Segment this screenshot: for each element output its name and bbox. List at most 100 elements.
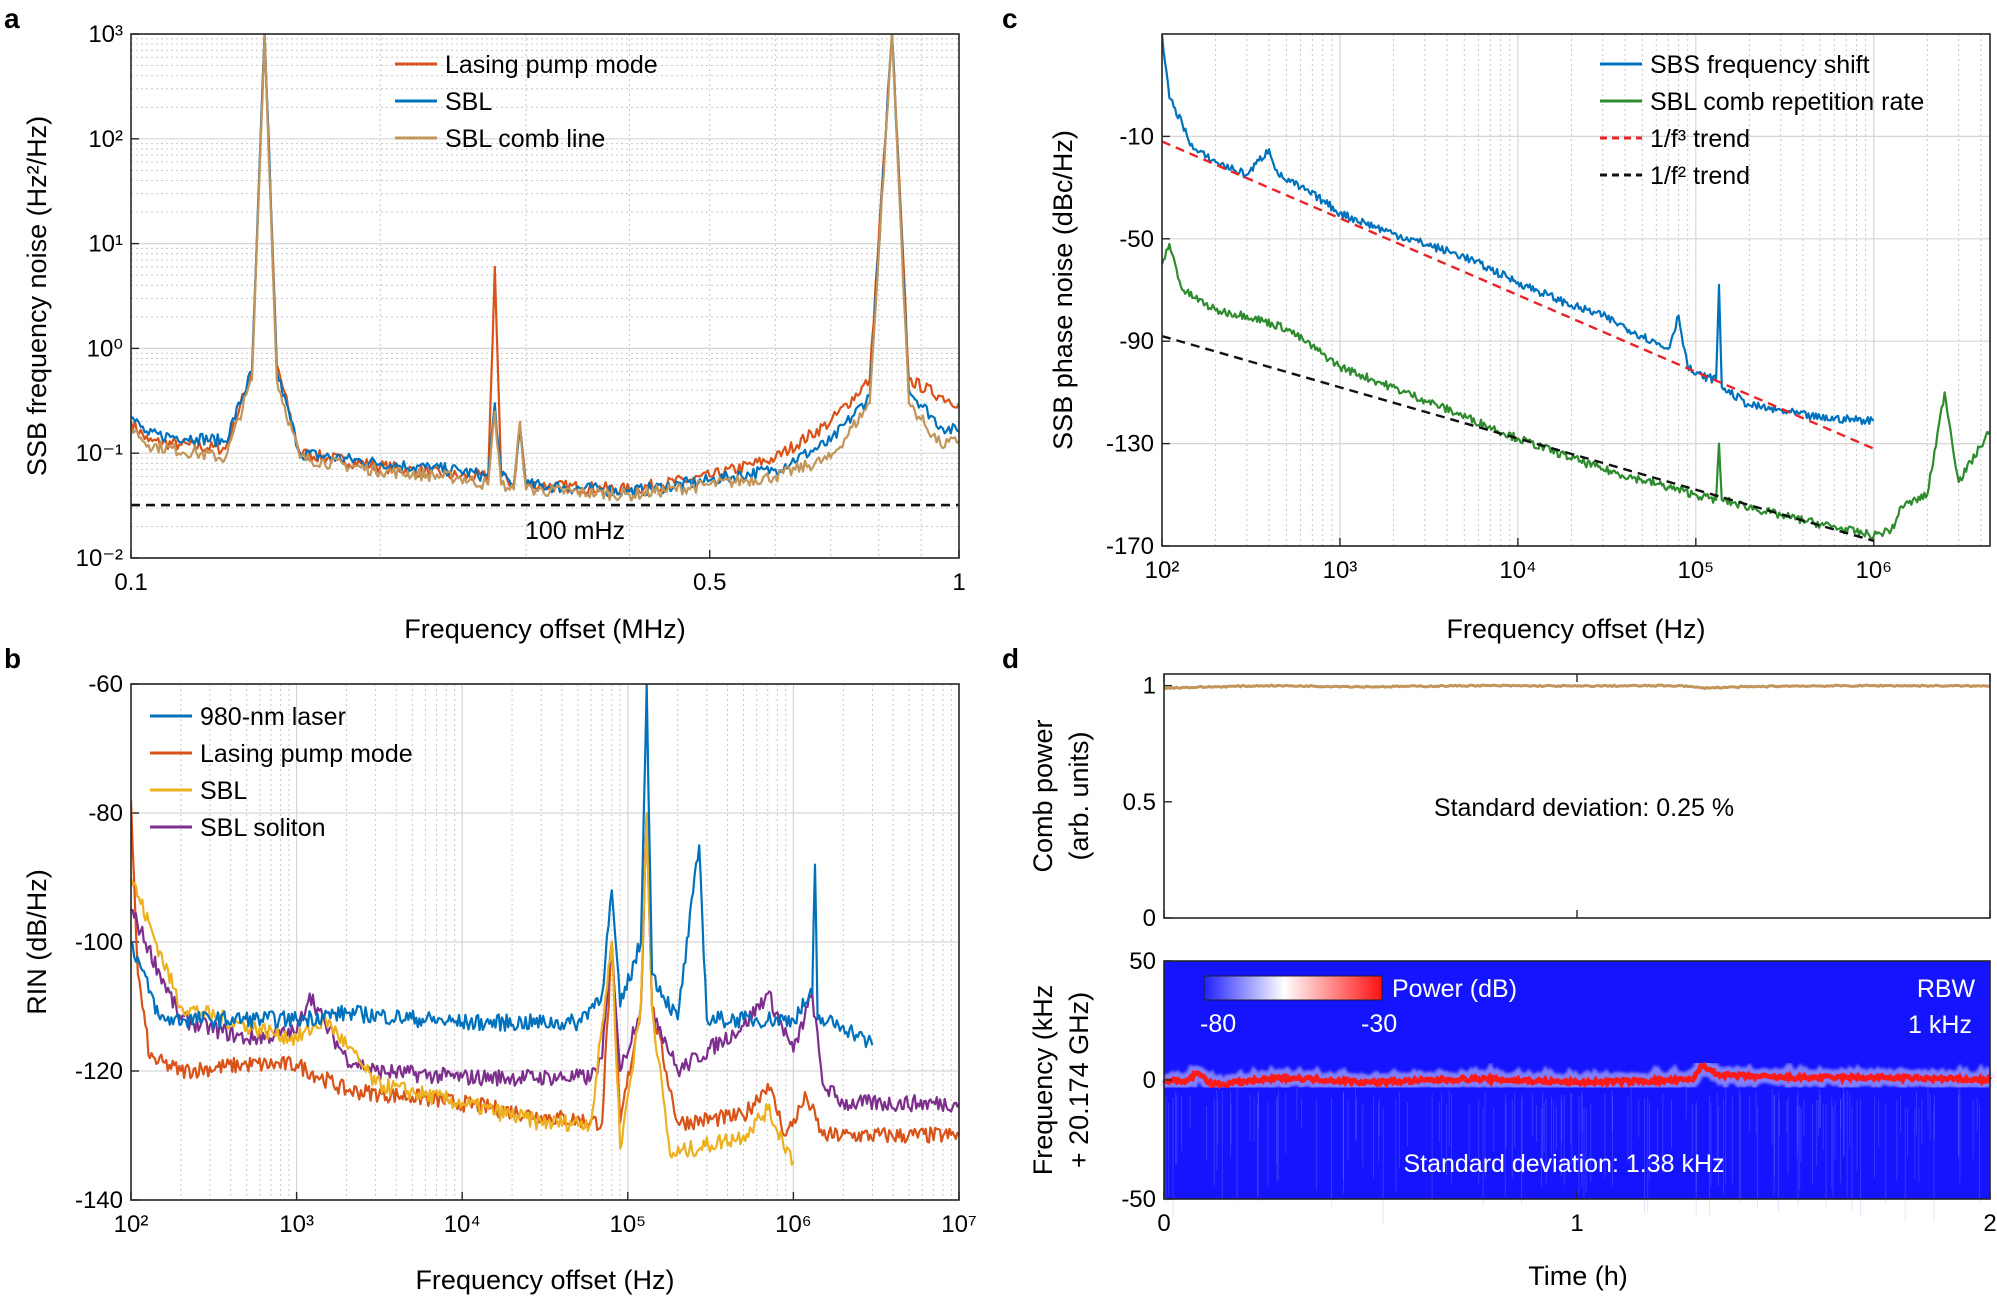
panel-b-ytick-label: -100 [75, 929, 123, 956]
spectrogram-noise [1165, 1088, 1980, 1225]
series-line [131, 34, 959, 502]
panel-b-series [131, 684, 959, 1166]
panel-b-legend-entry: SBL soliton [200, 814, 326, 842]
rbw-label: RBW [1917, 975, 1976, 1003]
panel-c-xtick-label: 10⁴ [1499, 557, 1536, 584]
series-line [1162, 242, 1990, 541]
panel-d-bottom-axes [1163, 960, 1991, 1200]
panel-label-d: d [1002, 643, 1019, 674]
panel-d-top-ytick-label: 0 [1143, 905, 1156, 932]
panel-b-axes [130, 683, 960, 1201]
panel-c-ylabel: SSB phase noise (dBc/Hz) [1048, 130, 1078, 450]
panel-c-ytick-label: -90 [1119, 328, 1154, 355]
panel-d-top-series [1164, 683, 1990, 690]
panel-a-series [131, 34, 959, 507]
panel-label-a: a [4, 3, 20, 34]
panel-c-ticks: 10² 10³ 10⁴ 10⁵ 10⁶ -10 -50 -90 -130 -170 [1106, 123, 1892, 584]
panel-a-xtick-label: 1 [952, 569, 965, 596]
panel-c-ytick-label: -10 [1119, 123, 1154, 150]
panel-a-legend: Lasing pump mode SBL SBL comb line [395, 51, 658, 153]
panel-a-chart: 0.1 0.5 1 10⁻² 10⁻¹ 10⁰ 10¹ 10² 10³ Frequency of… [22, 21, 966, 644]
colorbar-max: -30 [1361, 1010, 1397, 1038]
panel-a-annotation: 100 mHz [525, 517, 625, 545]
panel-b-xtick-label: 10⁴ [444, 1211, 481, 1238]
panel-c-xlabel: Frequency offset (Hz) [1446, 614, 1705, 644]
panel-label-c: c [1002, 3, 1018, 34]
panel-c-chart: 10² 10³ 10⁴ 10⁵ 10⁶ -10 -50 -90 -130 -170 Frequen… [1048, 33, 1991, 644]
panel-a-xtick-label: 0.5 [693, 569, 726, 596]
colorbar-min: -80 [1200, 1010, 1236, 1038]
panel-c-ytick-label: -170 [1106, 533, 1154, 560]
panel-b-legend-entry: Lasing pump mode [200, 740, 413, 768]
rbw-value: 1 kHz [1908, 1011, 1972, 1039]
panel-d-bottom-ytick-label: 50 [1129, 948, 1156, 975]
panel-c-xtick-label: 10⁵ [1677, 557, 1714, 584]
colorbar [1203, 975, 1383, 1001]
panel-b-ticks: 10² 10³ 10⁴ 10⁵ 10⁶ 10⁷ -60 -80 -100 -120 -140 [75, 671, 977, 1238]
panel-c-xtick-label: 10⁶ [1855, 557, 1892, 584]
panel-c-xtick-label: 10² [1145, 557, 1180, 584]
colorbar-label: Power (dB) [1392, 975, 1517, 1003]
panel-a-ytick-label: 10⁻¹ [76, 440, 123, 467]
panel-c-legend-entry: 1/f³ trend [1650, 125, 1750, 153]
panel-d-top-annotation: Standard deviation: 0.25 % [1434, 794, 1734, 822]
panel-c-xtick-label: 10³ [1323, 557, 1358, 584]
trend-line [1162, 334, 1875, 543]
panel-b-ytick-label: -120 [75, 1058, 123, 1085]
series-line [1162, 34, 1875, 426]
panel-d-xtick-label: 1 [1570, 1210, 1583, 1237]
panel-a-legend-entry: SBL comb line [445, 125, 605, 153]
panel-d-bottom-annotation: Standard deviation: 1.38 kHz [1403, 1150, 1724, 1178]
panel-a-xlabel: Frequency offset (MHz) [404, 614, 686, 644]
panel-a-xtick-label: 0.1 [114, 569, 147, 596]
panel-a-ytick-label: 10² [88, 126, 123, 153]
panel-b-xtick-label: 10⁵ [609, 1211, 646, 1238]
panel-d-xtick-label: 2 [1983, 1210, 1996, 1237]
panel-b-ytick-label: -80 [88, 800, 123, 827]
panel-b-ylabel: RIN (dB/Hz) [22, 869, 52, 1015]
panel-d-bottom-ylabel-1: Frequency (kHz [1028, 985, 1058, 1176]
panel-b-xlabel: Frequency offset (Hz) [415, 1265, 674, 1295]
panel-b-ytick-label: -60 [88, 671, 123, 698]
panel-b-xtick-label: 10² [114, 1211, 149, 1238]
series-line [131, 684, 874, 1049]
trend-line [1162, 140, 1875, 450]
panel-c-axes [1161, 33, 1991, 547]
panel-b-xtick-label: 10⁷ [941, 1211, 976, 1238]
panel-a-ticks: 0.1 0.5 1 10⁻² 10⁻¹ 10⁰ 10¹ 10² 10³ [76, 21, 966, 596]
panel-d-top-ylabel-1: Comb power [1028, 719, 1058, 872]
panel-a-ytick-label: 10¹ [88, 231, 123, 258]
panel-b-legend: 980-nm laser Lasing pump mode SBL SBL solit… [150, 703, 413, 842]
panel-d-bottom-ytick-label: 0 [1143, 1067, 1156, 1094]
panel-b-legend-entry: SBL [200, 777, 247, 805]
panel-d-top-ytick-label: 0.5 [1123, 789, 1156, 816]
panel-c-legend-entry: SBL comb repetition rate [1650, 88, 1924, 116]
panel-d-xlabel: Time (h) [1528, 1261, 1628, 1291]
panel-b-xtick-label: 10³ [279, 1211, 314, 1238]
panel-c-legend: SBS frequency shift SBL comb repetition r… [1600, 51, 1924, 190]
series-line [131, 800, 959, 1144]
panel-a-grid [130, 33, 960, 559]
panel-a-ytick-label: 10⁰ [87, 335, 123, 362]
panel-d-top-chart: 0 0.5 1 Comb power (arb. units) Standard d… [1028, 673, 1991, 932]
panel-a-ytick-label: 10⁻² [76, 545, 123, 572]
panel-c-series [1162, 34, 1990, 543]
panel-a-axes [130, 33, 960, 559]
panel-c-legend-entry: SBS frequency shift [1650, 51, 1870, 79]
panel-d-top-axes [1163, 673, 1991, 919]
panel-d-top-ylabel-2: (arb. units) [1064, 731, 1094, 860]
panel-a-ylabel: SSB frequency noise (Hz²/Hz) [22, 116, 52, 476]
panel-d-xtick-label: 0 [1157, 1210, 1170, 1237]
panel-b-chart: 10² 10³ 10⁴ 10⁵ 10⁶ 10⁷ -60 -80 -100 -120 -140 Fre… [22, 671, 977, 1295]
panel-a-ytick-label: 10³ [88, 21, 123, 48]
panel-d-bottom-ylabel-2: + 20.174 GHz) [1064, 992, 1094, 1168]
panel-b-legend-entry: 980-nm laser [200, 703, 346, 731]
panel-b-ytick-label: -140 [75, 1187, 123, 1214]
panel-c-ytick-label: -130 [1106, 431, 1154, 458]
panel-d-bottom-ytick-label: -50 [1121, 1186, 1156, 1213]
series-line [131, 811, 959, 1113]
panel-c-ytick-label: -50 [1119, 226, 1154, 253]
